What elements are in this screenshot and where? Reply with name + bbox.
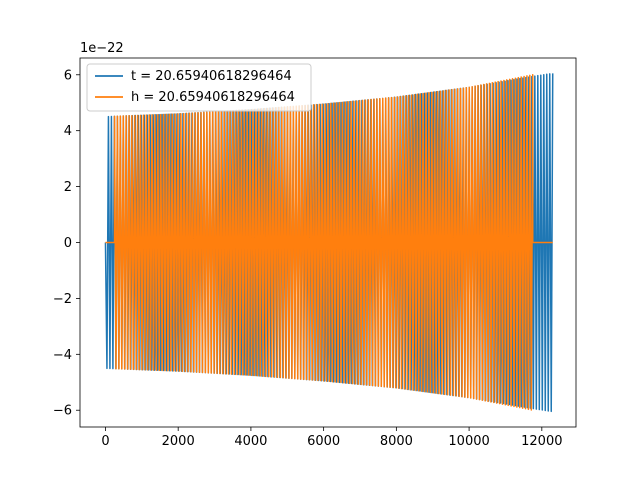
- x-tick-label: 10000: [448, 434, 489, 449]
- y-tick-label: 2: [64, 180, 72, 195]
- y-tick-label: 0: [64, 236, 72, 251]
- y-tick-label: −4: [53, 348, 72, 363]
- series-layer: [104, 73, 554, 413]
- legend: t = 20.65940618296464 h = 20.65940618296…: [86, 63, 312, 112]
- x-tick-label: 12000: [521, 434, 562, 449]
- x-tick-label: 4000: [234, 434, 267, 449]
- y-axis: −6 −4 −2 0 2 4 6: [53, 68, 80, 419]
- x-axis: 0 2000 4000 6000 8000 10000 12000: [101, 427, 562, 449]
- y-tick-label: 4: [64, 124, 72, 139]
- y-tick-label: 6: [64, 68, 72, 83]
- x-tick-label: 2000: [162, 434, 195, 449]
- y-tick-label: −2: [53, 292, 72, 307]
- legend-label-t: t = 20.65940618296464: [131, 69, 292, 84]
- y-tick-label: −6: [53, 404, 72, 419]
- x-tick-label: 0: [101, 434, 109, 449]
- x-tick-label: 8000: [380, 434, 413, 449]
- legend-label-h: h = 20.65940618296464: [131, 90, 295, 105]
- y-offset-label: 1e−22: [80, 41, 124, 56]
- x-tick-label: 6000: [307, 434, 340, 449]
- legend-box: [86, 63, 312, 112]
- series-line-h: [105, 74, 553, 411]
